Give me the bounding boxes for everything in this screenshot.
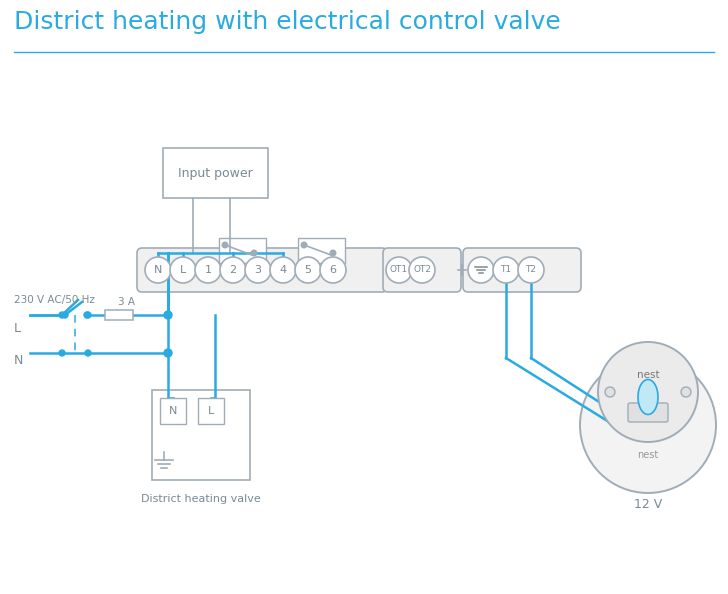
Circle shape (84, 312, 90, 318)
Circle shape (331, 250, 336, 256)
Circle shape (85, 312, 91, 318)
Text: 2: 2 (229, 265, 237, 275)
Bar (160, 398, 186, 424)
Text: OT2: OT2 (413, 266, 431, 274)
Circle shape (493, 257, 519, 283)
Bar (298, 238, 345, 263)
Circle shape (222, 242, 228, 248)
Circle shape (301, 242, 306, 248)
Text: N: N (154, 265, 162, 275)
Circle shape (580, 357, 716, 493)
Circle shape (220, 257, 246, 283)
Circle shape (681, 387, 691, 397)
Circle shape (62, 312, 68, 318)
Text: L: L (180, 265, 186, 275)
Text: 230 V AC/50 Hz: 230 V AC/50 Hz (14, 295, 95, 305)
Text: Input power: Input power (178, 166, 253, 179)
Text: 6: 6 (330, 265, 336, 275)
Bar (219, 238, 266, 263)
Text: L: L (14, 321, 21, 334)
Text: OT1: OT1 (390, 266, 408, 274)
Text: 1: 1 (205, 265, 212, 275)
Circle shape (170, 257, 196, 283)
Circle shape (59, 312, 65, 318)
Circle shape (85, 350, 91, 356)
Circle shape (320, 257, 346, 283)
Text: 3 A: 3 A (119, 297, 135, 307)
Bar (152, 390, 250, 480)
Circle shape (270, 257, 296, 283)
Circle shape (518, 257, 544, 283)
Circle shape (145, 257, 171, 283)
Text: District heating valve: District heating valve (141, 494, 261, 504)
FancyBboxPatch shape (137, 248, 387, 292)
Circle shape (386, 257, 412, 283)
Text: N: N (169, 406, 177, 416)
Circle shape (409, 257, 435, 283)
Text: T1: T1 (500, 266, 512, 274)
Ellipse shape (638, 380, 658, 415)
Text: 5: 5 (304, 265, 312, 275)
Circle shape (468, 257, 494, 283)
Circle shape (605, 387, 615, 397)
Text: nest: nest (638, 450, 659, 460)
Text: N: N (14, 353, 23, 366)
Text: T2: T2 (526, 266, 537, 274)
Text: District heating with electrical control valve: District heating with electrical control… (14, 10, 561, 34)
Text: nest: nest (637, 370, 660, 380)
Circle shape (598, 342, 698, 442)
FancyBboxPatch shape (463, 248, 581, 292)
Circle shape (245, 257, 271, 283)
Circle shape (251, 250, 257, 256)
Circle shape (195, 257, 221, 283)
Bar (198, 398, 224, 424)
FancyBboxPatch shape (628, 403, 668, 422)
Bar (163, 148, 268, 198)
Circle shape (164, 349, 172, 357)
FancyBboxPatch shape (383, 248, 461, 292)
Circle shape (164, 311, 172, 319)
Text: 3: 3 (255, 265, 261, 275)
Circle shape (59, 350, 65, 356)
Bar (105, 310, 133, 320)
Circle shape (295, 257, 321, 283)
Text: 12 V: 12 V (634, 498, 662, 511)
Text: L: L (208, 406, 214, 416)
Text: 4: 4 (280, 265, 287, 275)
